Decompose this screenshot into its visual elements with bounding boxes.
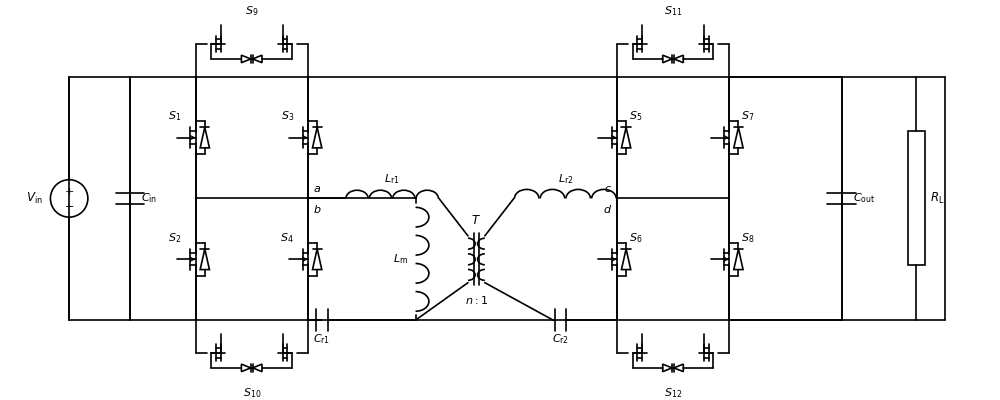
Text: $T$: $T$ <box>471 214 481 226</box>
Text: −: − <box>64 202 74 212</box>
Text: $S_4$: $S_4$ <box>280 231 294 245</box>
Text: $C_{\rm r2}$: $C_{\rm r2}$ <box>552 332 569 346</box>
Text: +: + <box>64 187 74 197</box>
Text: $S_{11}$: $S_{11}$ <box>664 4 682 18</box>
Text: $S_1$: $S_1$ <box>168 109 182 123</box>
Text: $S_7$: $S_7$ <box>741 109 754 123</box>
Text: $S_2$: $S_2$ <box>168 231 182 245</box>
Text: $C_{\rm in}$: $C_{\rm in}$ <box>141 192 158 205</box>
Text: $S_{12}$: $S_{12}$ <box>664 386 682 400</box>
Text: $S_6$: $S_6$ <box>629 231 642 245</box>
Text: $S_5$: $S_5$ <box>629 109 642 123</box>
Text: $a$: $a$ <box>313 184 321 194</box>
Text: $V_{\rm in}$: $V_{\rm in}$ <box>26 191 43 206</box>
Text: $L_{\rm r2}$: $L_{\rm r2}$ <box>558 172 573 186</box>
Text: $n:1$: $n:1$ <box>465 294 488 306</box>
Text: $S_9$: $S_9$ <box>245 4 258 18</box>
Text: $C_{\rm r1}$: $C_{\rm r1}$ <box>313 332 331 346</box>
Text: $S_3$: $S_3$ <box>281 109 294 123</box>
Text: $L_{\rm r1}$: $L_{\rm r1}$ <box>384 172 400 186</box>
Text: $S_8$: $S_8$ <box>741 231 754 245</box>
Text: $C_{\rm out}$: $C_{\rm out}$ <box>853 192 875 205</box>
Text: $R_{\rm L}$: $R_{\rm L}$ <box>930 191 944 206</box>
Text: $c$: $c$ <box>604 184 612 194</box>
Text: $L_{\rm m}$: $L_{\rm m}$ <box>393 252 408 266</box>
Text: $S_{10}$: $S_{10}$ <box>243 386 261 400</box>
Text: $d$: $d$ <box>603 203 612 215</box>
Text: $b$: $b$ <box>313 203 321 215</box>
